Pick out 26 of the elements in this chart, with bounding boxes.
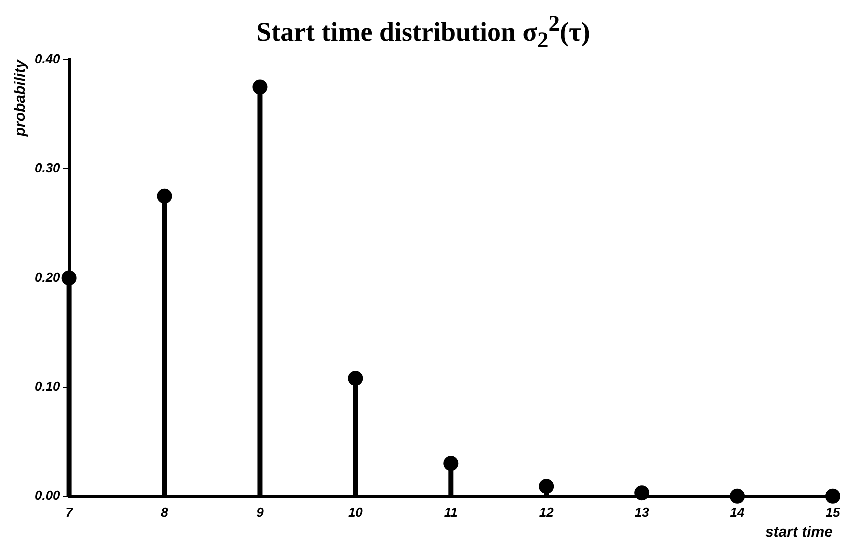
x-tick-label: 13 <box>634 504 650 520</box>
point <box>730 488 746 504</box>
x-tick-label: 7 <box>66 504 74 520</box>
y-tick-label: 0.10 <box>34 378 62 394</box>
x-tick-label: 14 <box>730 504 746 520</box>
x-tick-label: 11 <box>444 504 458 520</box>
point <box>348 371 364 386</box>
x-tick-label: 9 <box>256 504 265 520</box>
y-axis-title: probability <box>12 59 30 138</box>
point <box>157 188 172 204</box>
point <box>252 80 268 95</box>
x-tick-label: 15 <box>826 504 841 520</box>
y-tick-label: 0.20 <box>34 270 62 285</box>
chart-title: Start time distribution σ$_{2}$$^{2}$(τ) <box>256 10 592 52</box>
y-tick-label: 0.30 <box>34 160 62 176</box>
point <box>539 479 554 494</box>
x-tick-label: 8 <box>161 504 170 520</box>
y-tick-label: 0.40 <box>34 52 62 67</box>
x-axis-title: start time <box>765 524 833 542</box>
x-tick-label: 12 <box>539 504 555 520</box>
point <box>826 488 840 504</box>
y-tick-label: 0.00 <box>34 488 62 503</box>
point <box>634 486 650 501</box>
x-tick-label: 10 <box>348 504 364 520</box>
point <box>62 270 77 286</box>
point <box>444 456 459 472</box>
